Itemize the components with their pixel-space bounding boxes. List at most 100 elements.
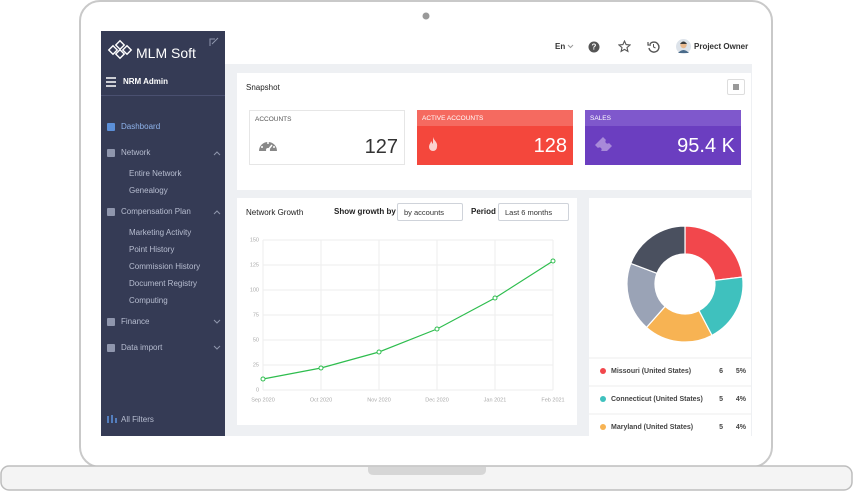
- legend-name: Connecticut (United States): [611, 396, 703, 403]
- history-icon[interactable]: [647, 40, 660, 53]
- chevron-path: [213, 151, 221, 156]
- svg-text:?: ?: [592, 43, 597, 52]
- menu-icon: [107, 149, 115, 157]
- legend-count: 5: [719, 396, 723, 403]
- card-value: 95.4 K: [677, 135, 735, 157]
- card-label: ACCOUNTS: [255, 116, 292, 123]
- donut-chart: Missouri (United States) 6 5% Connecticut (…: [589, 225, 751, 431]
- point: [318, 365, 324, 371]
- logo-text: MLM Soft: [136, 45, 196, 61]
- icon-shape: [107, 344, 115, 352]
- y-tick-label: 50: [253, 337, 259, 343]
- y-tick-label: 0: [256, 387, 259, 393]
- all-filters[interactable]: All Filters: [121, 415, 154, 424]
- point: [376, 349, 382, 355]
- donut-slice[interactable]: [629, 225, 686, 275]
- logo-icon: [107, 39, 133, 60]
- chevron-path: [213, 345, 221, 350]
- menu-icon: [107, 123, 115, 131]
- legend-count: 6: [719, 368, 723, 375]
- y-tick-label: 75: [253, 312, 259, 318]
- legend-dot: [600, 396, 606, 402]
- submenu-item[interactable]: Genealogy: [129, 186, 168, 195]
- card-value: 127: [364, 136, 398, 158]
- icon-shape: [107, 318, 115, 326]
- filter-icon: [107, 415, 117, 423]
- submenu-item[interactable]: Computing: [129, 296, 168, 305]
- x-tick-label: Sep 2020: [251, 397, 275, 403]
- submenu-item[interactable]: Document Registry: [129, 279, 198, 288]
- menu-icon: [107, 344, 115, 352]
- submenu-item[interactable]: Commission History: [129, 262, 201, 271]
- language[interactable]: En: [555, 42, 566, 51]
- card-header: [417, 110, 573, 126]
- star-icon[interactable]: [618, 40, 631, 53]
- x-tick-label: Jan 2021: [484, 397, 507, 403]
- x-tick-label: Oct 2020: [310, 397, 332, 403]
- menu-item[interactable]: Dashboard: [121, 122, 161, 131]
- chevron-path: [213, 210, 221, 215]
- submenu-item[interactable]: Marketing Activity: [129, 228, 192, 237]
- card-label: ACTIVE ACCOUNTS: [422, 115, 484, 122]
- legend-name: Maryland (United States): [611, 424, 693, 431]
- menu-icon: [107, 318, 115, 326]
- menu-item[interactable]: Compensation Plan: [121, 207, 191, 216]
- menu-item[interactable]: Data import: [121, 343, 163, 352]
- gauge-icon: [259, 142, 277, 152]
- help-icon[interactable]: ?: [588, 41, 600, 53]
- fire-icon: [429, 137, 438, 151]
- legend-percent: 4%: [736, 396, 747, 403]
- point: [550, 258, 556, 264]
- active-accounts-card[interactable]: ACTIVE ACCOUNTS 128: [417, 110, 573, 165]
- line-chart: 0 25 50 75 100 125 150 Sep 2020 Oct 2020 Nov 2020…: [250, 237, 565, 403]
- sidebar: MLM Soft NRM Admin Dashboard Network Entir…: [101, 31, 225, 436]
- submenu-item[interactable]: Point History: [129, 245, 175, 254]
- growth-select[interactable]: by accounts: [397, 203, 463, 221]
- chevron: [213, 210, 221, 215]
- user-name[interactable]: Project Owner: [694, 42, 749, 51]
- line: [262, 260, 554, 380]
- avatar[interactable]: [676, 39, 691, 54]
- network-growth-card: Network Growth Show growth by by account…: [237, 198, 577, 425]
- chevron: [213, 319, 221, 324]
- y-tick-label: 125: [250, 262, 259, 268]
- card-header: [585, 110, 741, 126]
- chevron-path: [213, 319, 221, 324]
- period-select[interactable]: Last 6 months: [498, 203, 569, 221]
- snapshot-menu[interactable]: [727, 79, 745, 95]
- legend-percent: 5%: [736, 368, 747, 375]
- period-label: Period: [471, 207, 496, 216]
- ticket-icon: [595, 137, 612, 151]
- card-value: 128: [533, 135, 567, 157]
- topbar: En ? Project Owner: [225, 31, 752, 64]
- submenu-item[interactable]: Entire Network: [129, 169, 182, 178]
- chevron: [213, 151, 221, 156]
- menu-toggle[interactable]: [105, 77, 117, 87]
- user-title: NRM Admin: [123, 77, 169, 86]
- edit-icon[interactable]: [209, 37, 219, 47]
- accounts-card[interactable]: ACCOUNTS 127: [249, 110, 405, 165]
- y-tick-label: 25: [253, 362, 259, 368]
- select-value: by accounts: [404, 208, 445, 217]
- menu-item[interactable]: Network: [121, 148, 151, 157]
- donut-slice[interactable]: [684, 225, 744, 282]
- point: [492, 295, 498, 301]
- filter-label: Show growth by: [334, 207, 396, 216]
- x-tick-label: Feb 2021: [541, 397, 564, 403]
- y-tick-label: 150: [250, 237, 259, 243]
- y-tick-label: 100: [250, 287, 259, 293]
- icon-shape: [107, 149, 115, 157]
- snapshot-title: Snapshot: [246, 83, 280, 92]
- legend-dot: [600, 424, 606, 430]
- chart-title: Network Growth: [246, 208, 304, 217]
- select-value: Last 6 months: [505, 208, 553, 217]
- card-label: SALES: [590, 115, 611, 122]
- sales-card[interactable]: SALES 95.4 K: [585, 110, 741, 165]
- x-tick-label: Dec 2020: [425, 397, 449, 403]
- legend-percent: 4%: [736, 424, 747, 431]
- menu-item[interactable]: Finance: [121, 317, 150, 326]
- legend-name: Missouri (United States): [611, 368, 691, 375]
- menu-icon: [733, 84, 739, 90]
- point: [434, 326, 440, 332]
